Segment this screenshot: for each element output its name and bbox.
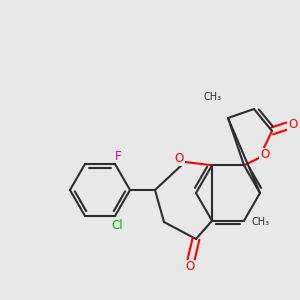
Text: CH₃: CH₃ [252,217,270,227]
Text: CH₃: CH₃ [204,92,222,102]
Text: F: F [115,149,121,163]
Text: Cl: Cl [111,220,123,232]
Text: O: O [260,148,270,161]
Text: O: O [185,260,195,274]
Text: O: O [174,152,184,166]
Text: O: O [288,118,298,131]
